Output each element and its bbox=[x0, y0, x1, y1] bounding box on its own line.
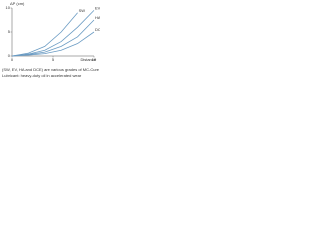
caption: (SW, EV, HA and DCE) are various grades … bbox=[2, 67, 100, 72]
series-label: EV bbox=[95, 5, 100, 10]
series-label: DCE bbox=[95, 27, 100, 32]
y-axis-label: ΔP (cm) bbox=[10, 1, 25, 6]
y-tick-label: 0 bbox=[8, 53, 11, 58]
series-label: SW bbox=[79, 8, 86, 13]
x-tick-label: 0 bbox=[11, 57, 14, 62]
chart: ΔP (cm) Distance (SW, EV, HA and DCE) ar… bbox=[2, 1, 100, 78]
series-line bbox=[11, 31, 95, 57]
x-tick-label: 5 bbox=[52, 57, 55, 62]
caption: Lubricant: heavy-duty oil in accelerated… bbox=[2, 73, 82, 78]
x-axis-label: Distance bbox=[80, 57, 96, 62]
series-line bbox=[11, 12, 78, 57]
y-tick-label: 10 bbox=[6, 5, 11, 10]
series-label: HA bbox=[95, 15, 100, 20]
series-line bbox=[11, 19, 95, 57]
y-tick-label: 5 bbox=[8, 29, 11, 34]
x-tick-label: 10 bbox=[92, 57, 97, 62]
